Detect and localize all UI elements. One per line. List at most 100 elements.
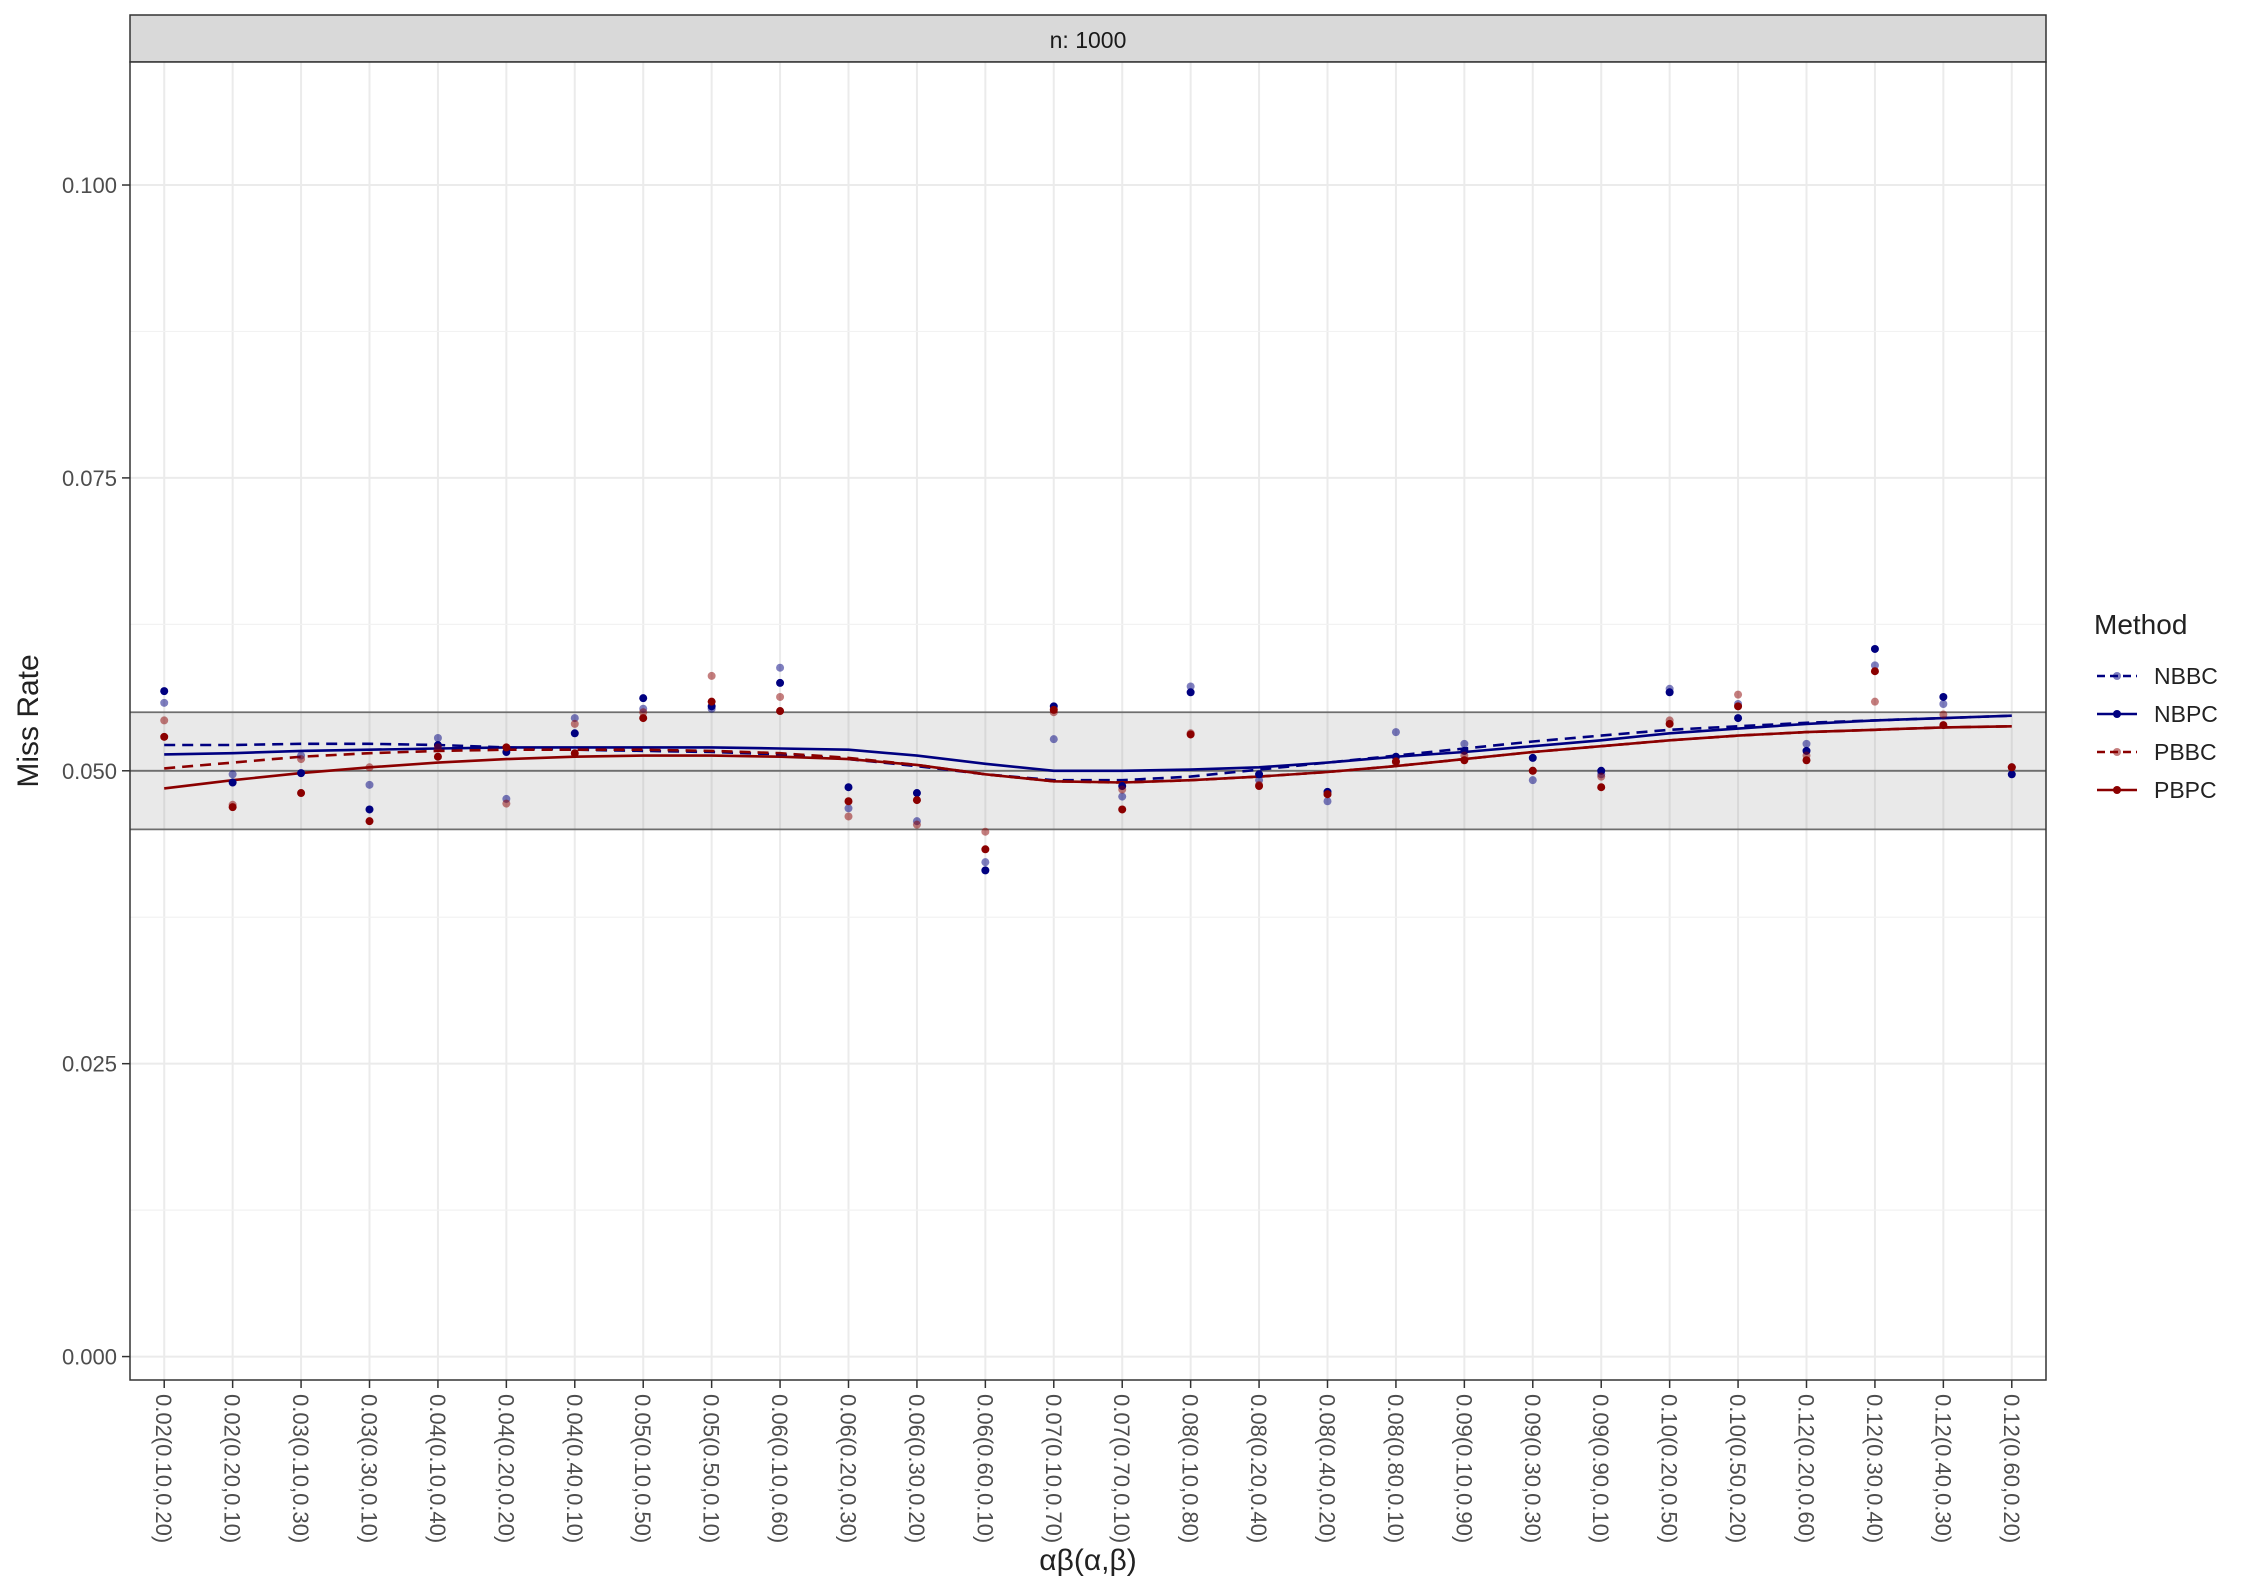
point-pbbc bbox=[981, 827, 990, 836]
legend-key-point-nbpc bbox=[2113, 710, 2121, 718]
point-nbbc bbox=[1186, 682, 1195, 691]
y-tick-label: 0.075 bbox=[62, 466, 117, 491]
y-tick-label: 0.000 bbox=[62, 1345, 117, 1370]
x-tick-label: 0.08(0.80,0.10) bbox=[1383, 1394, 1408, 1543]
point-nbbc bbox=[776, 663, 785, 672]
x-tick-label: 0.04(0.20,0.20) bbox=[493, 1394, 518, 1543]
series-line-nbbc bbox=[164, 714, 2012, 782]
point-pbbc bbox=[1939, 710, 1948, 719]
point-nbpc bbox=[1255, 770, 1264, 779]
point-nbbc bbox=[433, 733, 442, 742]
point-nbpc bbox=[2007, 770, 2016, 779]
x-tick-label: 0.03(0.10,0.30) bbox=[288, 1394, 313, 1543]
point-nbpc bbox=[365, 805, 374, 814]
x-tick-label: 0.04(0.10,0.40) bbox=[425, 1394, 450, 1543]
y-axis-title: Miss Rate bbox=[12, 654, 45, 787]
point-pbpc bbox=[981, 845, 990, 854]
point-pbpc bbox=[433, 752, 442, 761]
x-tick-label: 0.06(0.20,0.30) bbox=[836, 1394, 861, 1543]
point-pbpc bbox=[228, 803, 237, 812]
legend-label-pbbc: PBBC bbox=[2154, 739, 2217, 765]
point-pbbc bbox=[570, 719, 579, 728]
point-nbbc bbox=[160, 698, 169, 707]
point-nbbc bbox=[1118, 792, 1127, 801]
y-axis: 0.000 0.025 0.050 0.075 0.100 bbox=[62, 173, 130, 1370]
point-nbpc bbox=[1665, 688, 1674, 697]
data-points bbox=[160, 644, 2016, 875]
point-pbpc bbox=[1734, 702, 1743, 711]
point-pbbc bbox=[433, 743, 442, 752]
point-pbpc bbox=[912, 796, 921, 805]
point-nbbc bbox=[1323, 797, 1332, 806]
point-nbpc bbox=[160, 687, 169, 696]
point-nbbc bbox=[570, 714, 579, 723]
point-pbpc bbox=[1255, 782, 1264, 791]
point-pbbc bbox=[1870, 697, 1879, 706]
x-tick-label: 0.07(0.10,0.70) bbox=[1041, 1394, 1066, 1543]
point-pbbc bbox=[776, 692, 785, 701]
legend-label-nbpc: NBPC bbox=[2154, 701, 2218, 727]
x-tick-label: 0.12(0.40,0.30) bbox=[1930, 1394, 1955, 1543]
point-nbpc bbox=[1528, 753, 1537, 762]
point-pbpc bbox=[776, 707, 785, 716]
point-pbpc bbox=[1802, 756, 1811, 765]
legend-title: Method bbox=[2094, 609, 2187, 640]
point-pbpc bbox=[707, 697, 716, 706]
x-tick-label: 0.06(0.10,0.60) bbox=[767, 1394, 792, 1543]
y-tick-label: 0.025 bbox=[62, 1052, 117, 1077]
point-pbpc bbox=[2007, 763, 2016, 772]
point-nbpc bbox=[1734, 714, 1743, 723]
point-nbpc bbox=[1186, 688, 1195, 697]
point-pbbc bbox=[1118, 785, 1127, 794]
legend: Method NBBC NBPC PBBC PBPC bbox=[2094, 609, 2218, 803]
point-pbbc bbox=[1734, 690, 1743, 699]
x-tick-label: 0.08(0.40,0.20) bbox=[1315, 1394, 1340, 1543]
point-pbpc bbox=[570, 749, 579, 758]
point-nbbc bbox=[1802, 739, 1811, 748]
point-pbpc bbox=[639, 714, 648, 723]
x-tick-label: 0.09(0.30,0.30) bbox=[1520, 1394, 1545, 1543]
point-pbbc bbox=[844, 812, 853, 821]
point-pbbc bbox=[160, 716, 169, 725]
point-pbpc bbox=[844, 797, 853, 806]
x-tick-label: 0.12(0.60,0.20) bbox=[1999, 1394, 2024, 1543]
point-pbbc bbox=[1597, 772, 1606, 781]
x-tick-label: 0.04(0.40,0.10) bbox=[562, 1394, 587, 1543]
point-nbbc bbox=[1528, 776, 1537, 785]
point-pbpc bbox=[1391, 757, 1400, 766]
point-pbpc bbox=[1528, 766, 1537, 775]
x-tick-label: 0.08(0.10,0.80) bbox=[1178, 1394, 1203, 1543]
point-pbpc bbox=[1665, 719, 1674, 728]
series-line-nbpc bbox=[164, 714, 2012, 773]
x-tick-label: 0.12(0.30,0.40) bbox=[1862, 1394, 1887, 1543]
x-axis-title: αβ(α,β) bbox=[1039, 1544, 1137, 1577]
x-tick-label: 0.05(0.50,0.10) bbox=[699, 1394, 724, 1543]
facet-strip bbox=[129, 14, 2047, 63]
point-nbpc bbox=[570, 729, 579, 738]
point-pbbc bbox=[297, 755, 306, 764]
x-tick-label: 0.02(0.20,0.10) bbox=[220, 1394, 245, 1543]
point-nbbc bbox=[981, 858, 990, 867]
x-tick-label: 0.09(0.10,0.90) bbox=[1451, 1394, 1476, 1543]
x-tick-label: 0.07(0.70,0.10) bbox=[1109, 1394, 1134, 1543]
point-nbpc bbox=[912, 789, 921, 798]
legend-label-pbpc: PBPC bbox=[2154, 777, 2217, 803]
point-pbpc bbox=[1870, 667, 1879, 676]
point-nbbc bbox=[844, 804, 853, 813]
x-axis: 0.02(0.10,0.20) 0.02(0.20,0.10) 0.03(0.10,… bbox=[151, 1380, 2024, 1543]
point-pbbc bbox=[639, 708, 648, 717]
y-tick-label: 0.100 bbox=[62, 173, 117, 198]
x-tick-label: 0.05(0.10,0.50) bbox=[630, 1394, 655, 1543]
smooth-lines bbox=[164, 714, 2012, 790]
point-nbpc bbox=[776, 678, 785, 687]
point-pbpc bbox=[1049, 705, 1058, 714]
point-pbpc bbox=[1118, 805, 1127, 814]
x-tick-label: 0.02(0.10,0.20) bbox=[151, 1394, 176, 1543]
plot-panel bbox=[130, 62, 2046, 1380]
point-pbpc bbox=[1460, 756, 1469, 765]
reference-band bbox=[130, 711, 2046, 831]
point-nbpc bbox=[228, 778, 237, 787]
legend-key-point-pbpc bbox=[2113, 786, 2121, 794]
point-nbbc bbox=[1391, 728, 1400, 737]
